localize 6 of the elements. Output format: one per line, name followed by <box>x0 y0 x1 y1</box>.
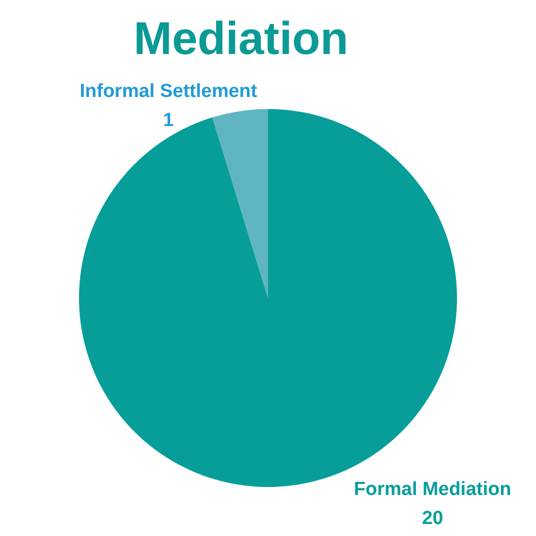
pie-slice <box>212 109 268 298</box>
chart-title: Mediation <box>134 12 348 64</box>
data-label: 20 <box>422 508 444 530</box>
data-label: 1 <box>163 110 174 131</box>
slice-label: Informal Settlement <box>80 80 258 102</box>
slice-label: Formal Mediation <box>354 479 512 500</box>
